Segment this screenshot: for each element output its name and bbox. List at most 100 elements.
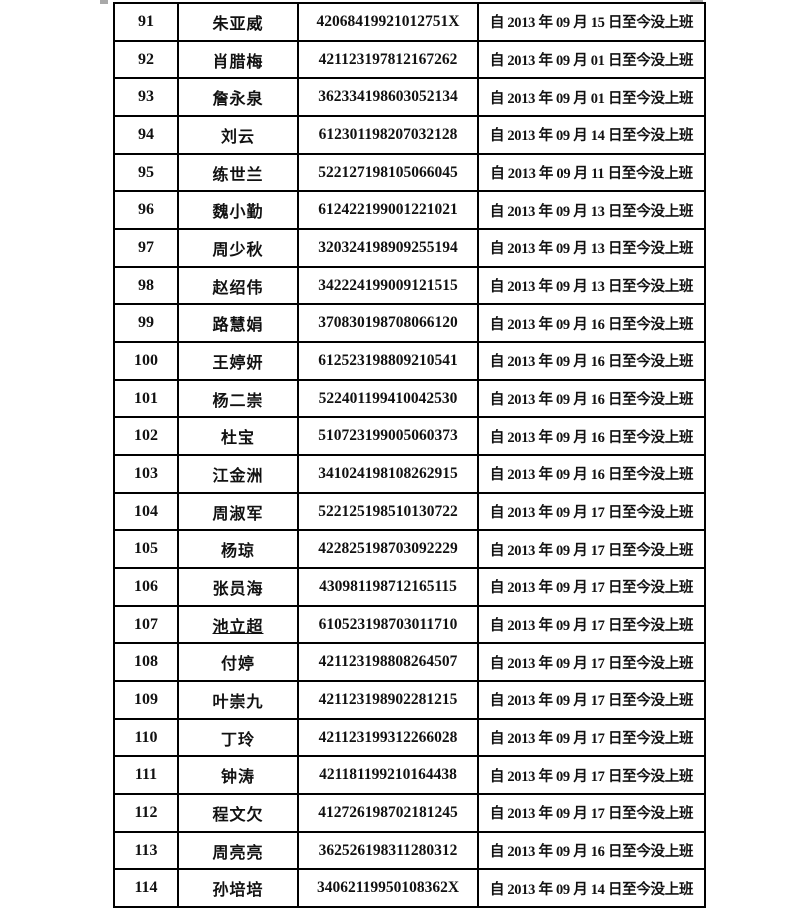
row-name: 张员海 — [179, 569, 299, 605]
row-number: 102 — [115, 418, 179, 455]
row-name: 池立超 — [179, 606, 299, 643]
row-status: 自 2013 年 09 月 17 日至今没上班 — [489, 580, 694, 597]
row-number: 94 — [115, 117, 179, 153]
row-id-number: 342224199009121515 — [299, 267, 479, 304]
row-id-number: 370830198708066120 — [299, 305, 479, 342]
row-status: 自 2013 年 09 月 13 日至今没上班 — [489, 203, 694, 220]
row-id-number: 362526198311280312 — [299, 832, 479, 869]
row-name: 练世兰 — [179, 154, 299, 191]
row-id-number: 612523198809210541 — [299, 343, 479, 379]
row-status: 自 2013 年 09 月 17 日至今没上班 — [489, 731, 694, 748]
row-name: 魏小勤 — [179, 192, 299, 229]
row-number: 97 — [115, 230, 179, 266]
row-id-number: 412726198702181245 — [299, 795, 479, 831]
row-number: 108 — [115, 644, 179, 681]
row-number: 92 — [115, 41, 179, 78]
row-number: 110 — [115, 719, 179, 756]
row-status: 自 2013 年 09 月 14 日至今没上班 — [489, 881, 694, 898]
table-row: 93 詹永泉 362334198603052134 自 2013 年 09 月 … — [115, 79, 704, 118]
row-status: 自 2013 年 09 月 01 日至今没上班 — [489, 90, 694, 107]
table-row: 107 池立超 610523198703011710 自 2013 年 09 月… — [115, 606, 704, 645]
row-name: 杨琼 — [179, 531, 299, 568]
row-number: 112 — [115, 795, 179, 831]
row-name: 詹永泉 — [179, 79, 299, 116]
row-id-number: 422825198703092229 — [299, 531, 479, 568]
row-name: 刘云 — [179, 117, 299, 153]
row-status: 自 2013 年 09 月 16 日至今没上班 — [489, 467, 694, 484]
row-name: 程文欠 — [179, 795, 299, 831]
row-name: 丁玲 — [179, 719, 299, 756]
row-number: 114 — [115, 870, 179, 907]
table-row: 104 周淑军 522125198510130722 自 2013 年 09 月… — [115, 493, 704, 532]
row-status: 自 2013 年 09 月 16 日至今没上班 — [489, 429, 694, 446]
table-row: 95 练世兰 522127198105066045 自 2013 年 09 月 … — [115, 154, 704, 193]
row-status: 自 2013 年 09 月 16 日至今没上班 — [489, 316, 694, 333]
top-left-corner-artifact — [100, 0, 108, 4]
row-id-number: 522127198105066045 — [299, 154, 479, 191]
row-id-number: 430981198712165115 — [299, 569, 479, 605]
row-name: 杜宝 — [179, 418, 299, 455]
row-id-number: 610523198703011710 — [299, 606, 479, 643]
row-name: 付婷 — [179, 644, 299, 681]
row-status: 自 2013 年 09 月 13 日至今没上班 — [489, 241, 694, 258]
row-number: 111 — [115, 757, 179, 794]
row-name: 朱亚威 — [179, 4, 299, 40]
row-id-number: 421123198808264507 — [299, 644, 479, 681]
table-row: 109 叶崇九 421123198902281215 自 2013 年 09 月… — [115, 682, 704, 720]
table-row: 103 江金洲 341024198108262915 自 2013 年 09 月… — [115, 456, 704, 494]
row-status: 自 2013 年 09 月 14 日至今没上班 — [489, 128, 694, 145]
row-status: 自 2013 年 09 月 17 日至今没上班 — [489, 618, 694, 635]
row-number: 93 — [115, 79, 179, 116]
row-number: 107 — [115, 606, 179, 643]
row-number: 113 — [115, 832, 179, 869]
row-status: 自 2013 年 09 月 17 日至今没上班 — [489, 806, 694, 823]
row-number: 96 — [115, 192, 179, 229]
row-status: 自 2013 年 09 月 17 日至今没上班 — [489, 768, 694, 785]
row-name: 肖腊梅 — [179, 41, 299, 78]
row-id-number: 34062119950108362X — [299, 870, 479, 907]
row-id-number: 362334198603052134 — [299, 79, 479, 116]
table-row: 110 丁玲 421123199312266028 自 2013 年 09 月 … — [115, 719, 704, 758]
table-row: 97 周少秋 320324198909255194 自 2013 年 09 月 … — [115, 230, 704, 268]
table-row: 113 周亮亮 362526198311280312 自 2013 年 09 月… — [115, 832, 704, 871]
table-row: 101 杨二崇 522401199410042530 自 2013 年 09 月… — [115, 380, 704, 419]
row-number: 100 — [115, 343, 179, 379]
row-id-number: 421123198902281215 — [299, 682, 479, 718]
row-id-number: 522401199410042530 — [299, 380, 479, 417]
row-name: 周少秋 — [179, 230, 299, 266]
row-id-number: 421123199312266028 — [299, 719, 479, 756]
row-number: 101 — [115, 380, 179, 417]
table-row: 114 孙培培 34062119950108362X 自 2013 年 09 月… — [115, 870, 704, 907]
row-status: 自 2013 年 09 月 13 日至今没上班 — [489, 279, 694, 296]
row-status: 自 2013 年 09 月 11 日至今没上班 — [490, 166, 693, 183]
row-id-number: 42068419921012751X — [299, 4, 479, 40]
row-name: 江金洲 — [179, 456, 299, 492]
row-id-number: 421123197812167262 — [299, 41, 479, 78]
row-status: 自 2013 年 09 月 17 日至今没上班 — [489, 542, 694, 559]
row-status: 自 2013 年 09 月 17 日至今没上班 — [489, 655, 694, 672]
table-row: 100 王婷妍 612523198809210541 自 2013 年 09 月… — [115, 343, 704, 381]
row-name: 周亮亮 — [179, 832, 299, 869]
row-status: 自 2013 年 09 月 17 日至今没上班 — [489, 505, 694, 522]
row-number: 106 — [115, 569, 179, 605]
row-number: 104 — [115, 493, 179, 530]
row-status: 自 2013 年 09 月 16 日至今没上班 — [489, 844, 694, 861]
row-name: 王婷妍 — [179, 343, 299, 379]
row-id-number: 612301198207032128 — [299, 117, 479, 153]
attendance-table: 91 朱亚威 42068419921012751X 自 2013 年 09 月 … — [113, 2, 706, 908]
table-row: 108 付婷 421123198808264507 自 2013 年 09 月 … — [115, 644, 704, 683]
row-number: 105 — [115, 531, 179, 568]
row-name: 赵绍伟 — [179, 267, 299, 304]
table-row: 96 魏小勤 612422199001221021 自 2013 年 09 月 … — [115, 192, 704, 231]
row-name: 周淑军 — [179, 493, 299, 530]
row-id-number: 522125198510130722 — [299, 493, 479, 530]
table-row: 99 路慧娟 370830198708066120 自 2013 年 09 月 … — [115, 305, 704, 344]
row-status: 自 2013 年 09 月 16 日至今没上班 — [489, 354, 694, 371]
row-name: 路慧娟 — [179, 305, 299, 342]
row-name: 杨二崇 — [179, 380, 299, 417]
table-row: 98 赵绍伟 342224199009121515 自 2013 年 09 月 … — [115, 267, 704, 306]
row-id-number: 421181199210164438 — [299, 757, 479, 794]
row-id-number: 612422199001221021 — [299, 192, 479, 229]
row-id-number: 341024198108262915 — [299, 456, 479, 492]
